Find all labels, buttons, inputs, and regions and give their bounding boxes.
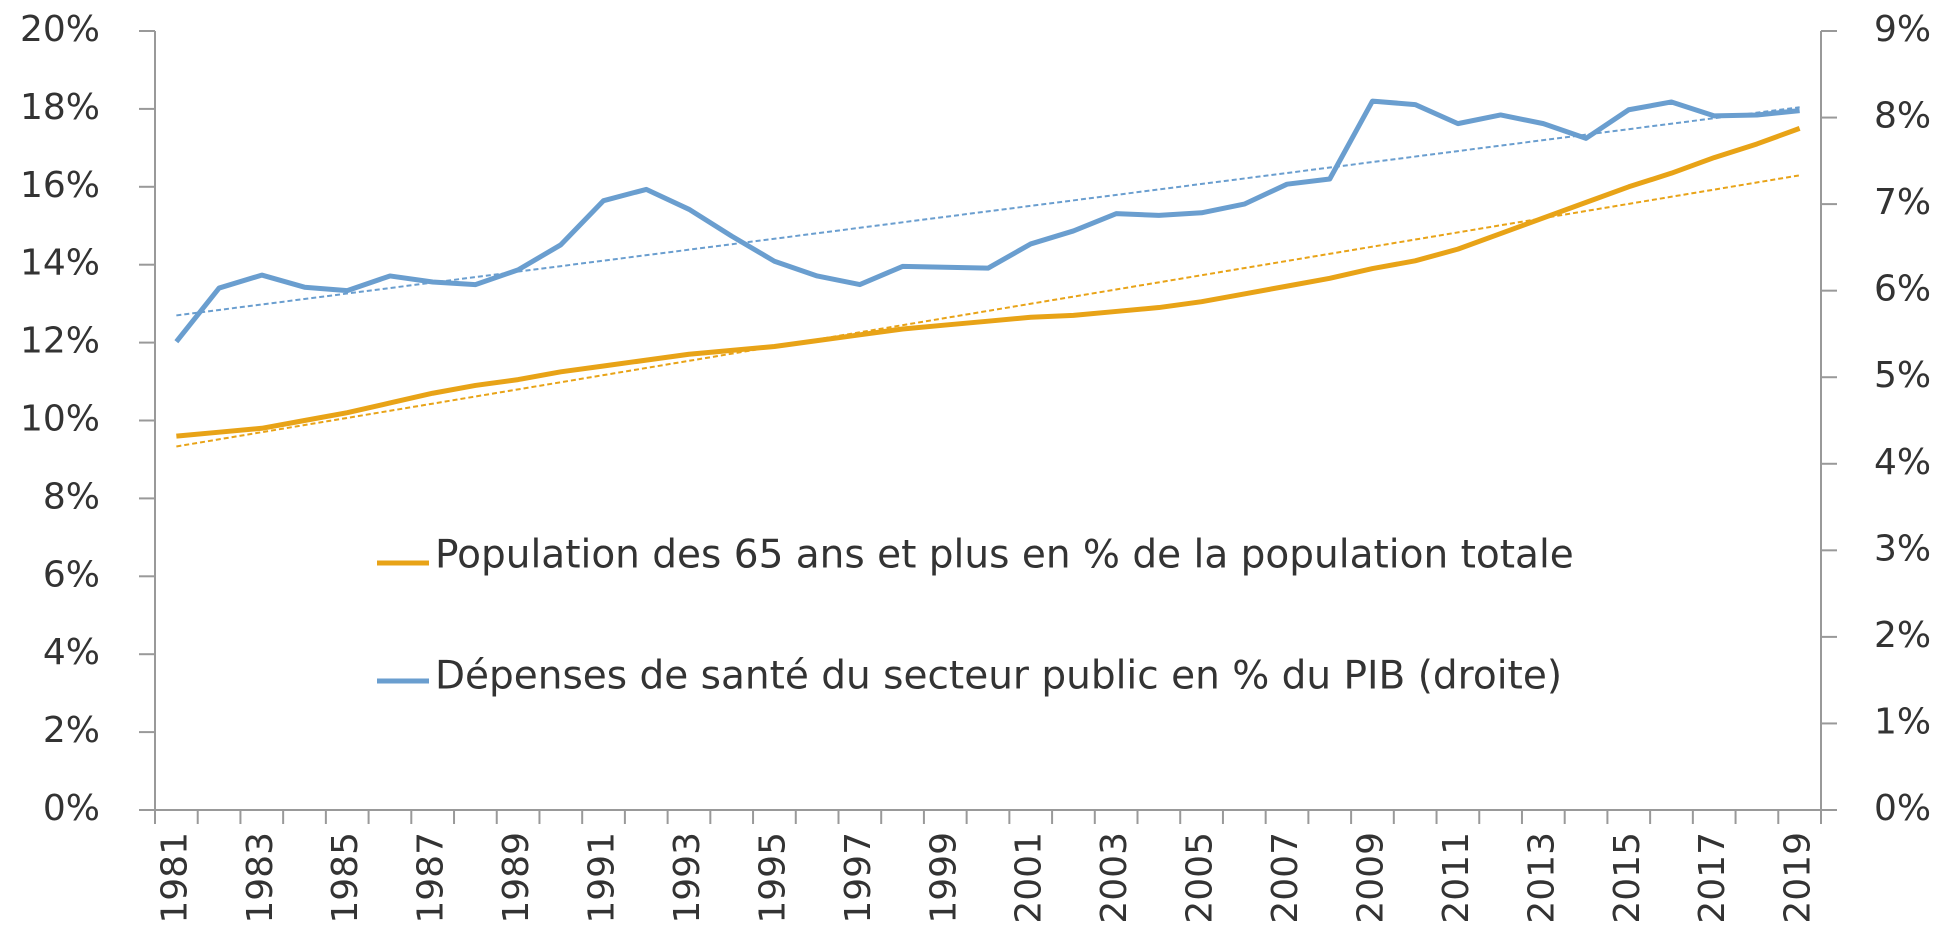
y2-tick-label: 5% xyxy=(1874,355,1931,396)
x-tick-label: 2007 xyxy=(1265,832,1306,924)
y-tick-label: 16% xyxy=(20,165,100,206)
x-tick-label: 2019 xyxy=(1778,832,1819,924)
x-tick-label: 2001 xyxy=(1009,832,1050,924)
y-tick-label: 6% xyxy=(43,554,100,595)
y2-tick-label: 3% xyxy=(1874,528,1931,569)
trend-line xyxy=(176,174,1800,448)
y-tick-label: 20% xyxy=(20,9,100,50)
y-tick-label: 12% xyxy=(20,321,100,362)
x-tick-label: 2011 xyxy=(1436,832,1477,924)
x-tick-label: 1997 xyxy=(838,832,879,924)
x-tick-label: 1995 xyxy=(752,832,793,924)
x-tick-label: 1985 xyxy=(325,832,366,924)
y-tick-label: 10% xyxy=(20,399,100,440)
x-tick-label: 2003 xyxy=(1094,832,1135,924)
x-tick-label: 2013 xyxy=(1521,832,1562,924)
x-tick-label: 1987 xyxy=(411,832,452,924)
x-tick-label: 1999 xyxy=(923,832,964,924)
y-tick-label: 14% xyxy=(20,243,100,284)
y-tick-label: 0% xyxy=(43,788,100,829)
x-tick-label: 2015 xyxy=(1607,832,1648,924)
line-series xyxy=(174,98,1800,344)
x-tick-label: 1993 xyxy=(667,832,708,924)
legend-label: Population des 65 ans et plus en % de la… xyxy=(435,533,1574,578)
x-tick-label: 1983 xyxy=(240,832,281,924)
y2-tick-label: 8% xyxy=(1874,96,1931,137)
x-tick-label: 2017 xyxy=(1692,832,1733,924)
y-tick-label: 2% xyxy=(43,710,100,751)
y-tick-label: 18% xyxy=(20,87,100,128)
x-tick-label: 2005 xyxy=(1180,832,1221,924)
y2-tick-label: 4% xyxy=(1874,442,1931,483)
y2-tick-label: 7% xyxy=(1874,182,1931,223)
y-tick-label: 4% xyxy=(43,632,100,673)
legend-label: Dépenses de santé du secteur public en %… xyxy=(435,654,1562,699)
y2-tick-label: 9% xyxy=(1874,9,1931,50)
y2-tick-label: 2% xyxy=(1874,615,1931,656)
x-tick-label: 1989 xyxy=(496,832,537,924)
line-series xyxy=(176,126,1801,439)
x-tick-label: 2009 xyxy=(1350,832,1391,924)
y2-tick-label: 0% xyxy=(1874,788,1931,829)
y2-tick-label: 1% xyxy=(1874,701,1931,742)
y2-tick-label: 6% xyxy=(1874,269,1931,310)
x-tick-label: 1981 xyxy=(154,832,195,924)
x-tick-label: 1991 xyxy=(582,832,623,924)
y-tick-label: 8% xyxy=(43,476,100,517)
